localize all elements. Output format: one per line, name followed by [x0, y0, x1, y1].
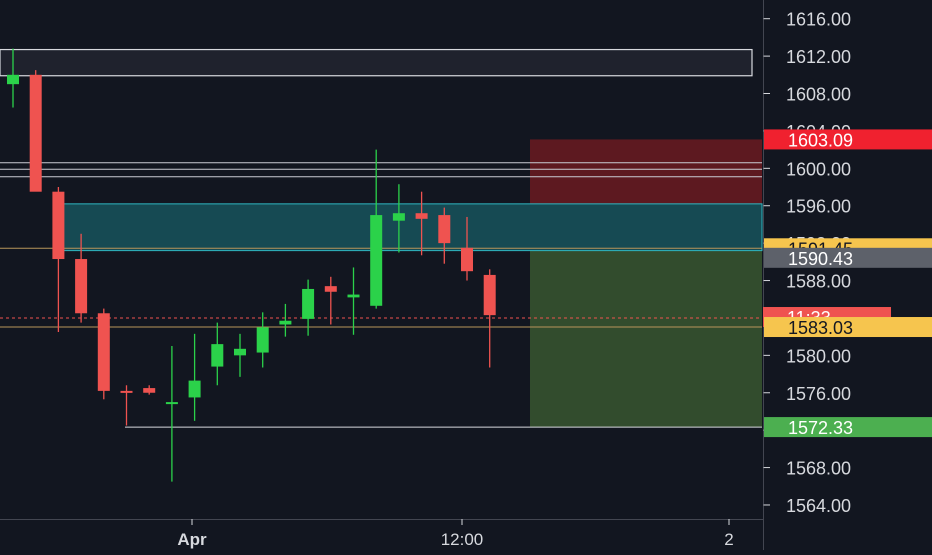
candle-body — [370, 215, 383, 306]
take-profit-price-label-text: 1572.33 — [788, 418, 853, 438]
candle-body — [188, 380, 201, 398]
price-tick-label: 1576.00 — [786, 384, 851, 404]
candle[interactable] — [483, 269, 496, 368]
candle[interactable] — [7, 48, 19, 108]
price-tick-label: 1616.00 — [786, 10, 851, 30]
candle-body — [483, 274, 496, 316]
take-profit-price-label[interactable]: 1572.33 — [764, 417, 932, 438]
candle[interactable] — [347, 267, 360, 335]
candle-body — [324, 286, 337, 292]
stop-loss-price-label[interactable]: 1603.09 — [764, 129, 932, 150]
candle[interactable] — [143, 385, 156, 395]
take-profit-price-label-bg — [764, 417, 932, 438]
candle[interactable] — [29, 70, 42, 192]
zone-price-label-bg — [764, 247, 932, 268]
candle[interactable] — [97, 308, 110, 400]
price-tick-label: 1600.00 — [786, 159, 851, 179]
candle-body — [29, 74, 42, 192]
candle[interactable] — [120, 385, 133, 426]
candle-body — [97, 313, 110, 391]
candle[interactable] — [438, 207, 451, 264]
price-tick-label: 1580.00 — [786, 346, 851, 366]
candle-body — [165, 402, 178, 405]
candle[interactable] — [52, 187, 65, 332]
candle[interactable] — [234, 333, 246, 377]
price-tick-label: 1564.00 — [786, 496, 851, 516]
time-tick-label: Apr — [177, 530, 207, 549]
price-tick-label: 1568.00 — [786, 459, 851, 479]
candle-body — [75, 259, 88, 314]
candle-body — [438, 215, 451, 244]
candle-body — [211, 344, 224, 367]
zone-price-label[interactable]: 1590.43 — [764, 247, 932, 269]
candle-body — [52, 191, 65, 260]
candle-body — [143, 388, 156, 393]
candle[interactable] — [75, 233, 88, 323]
candle[interactable] — [461, 216, 473, 281]
stop-loss-price-label-text: 1603.09 — [788, 130, 853, 150]
time-tick-label: 12:00 — [441, 530, 484, 549]
candle[interactable] — [188, 333, 201, 421]
price-tick-label: 1588.00 — [786, 272, 851, 292]
candle-body — [120, 390, 133, 393]
candle[interactable] — [256, 312, 269, 368]
candle[interactable] — [324, 276, 337, 325]
candle[interactable] — [165, 346, 178, 482]
level-price-label-text: 1583.03 — [788, 318, 853, 338]
supply-zone[interactable] — [61, 203, 763, 252]
candle-body — [279, 320, 292, 325]
candle-body — [392, 213, 405, 221]
candle-body — [302, 288, 315, 319]
time-tick-label: 2 — [724, 530, 733, 549]
candle[interactable] — [302, 279, 315, 336]
candle-body — [347, 294, 360, 298]
price-tick-label: 1608.00 — [786, 85, 851, 105]
price-tick-label: 1612.00 — [786, 47, 851, 67]
level-price-label-bg — [764, 317, 932, 338]
candle[interactable] — [370, 149, 383, 309]
candle-body — [7, 74, 19, 85]
level-price-label[interactable]: 1583.03 — [764, 317, 932, 338]
candle-body — [234, 348, 246, 356]
zone-price-label-text: 1590.43 — [788, 249, 853, 269]
candle-body — [461, 247, 473, 272]
candle[interactable] — [211, 322, 224, 386]
candle-body — [256, 327, 269, 353]
take-profit-zone[interactable] — [530, 250, 762, 428]
range-box — [0, 48, 753, 77]
candle[interactable] — [415, 191, 428, 256]
price-tick-label: 1596.00 — [786, 197, 851, 217]
stop-loss-zone[interactable] — [530, 139, 762, 204]
candle[interactable] — [392, 184, 405, 253]
candle[interactable] — [279, 303, 292, 337]
candle-body — [415, 213, 428, 219]
stop-loss-price-label-bg — [764, 129, 932, 150]
